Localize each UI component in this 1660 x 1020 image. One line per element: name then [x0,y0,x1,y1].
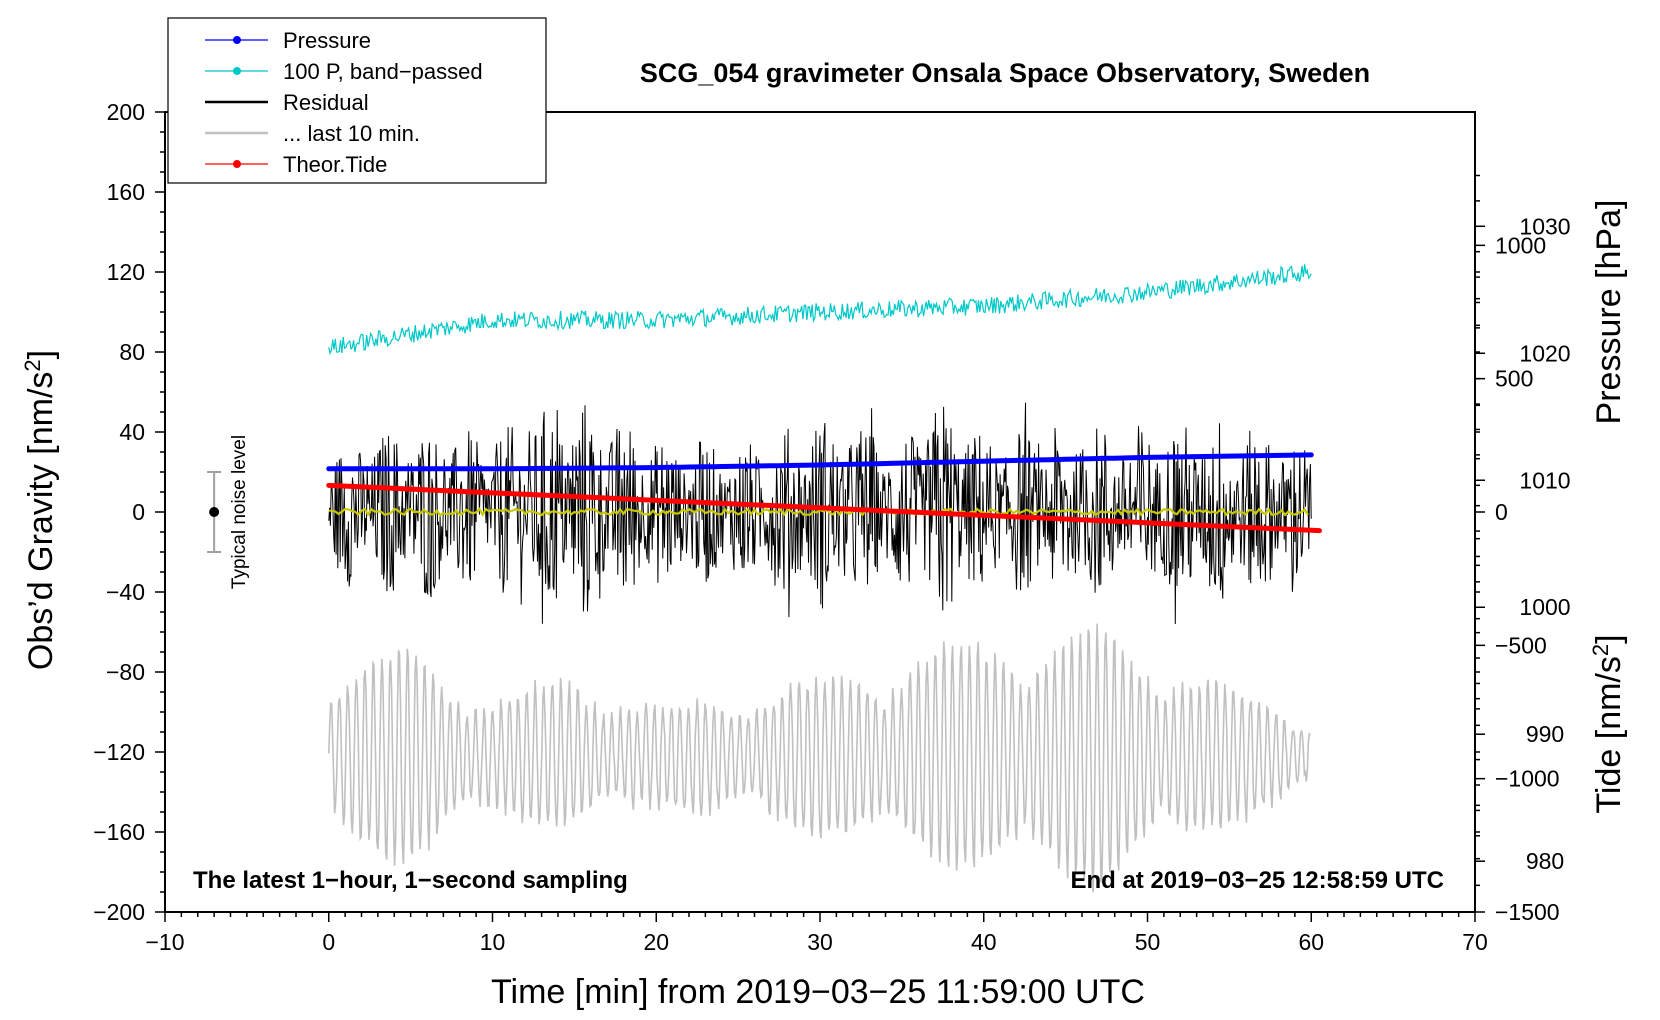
series-last-10-min [328,623,1311,893]
y-tick-label: −160 [93,819,145,845]
y-tick-label: −200 [93,899,145,925]
y-axis-title-tide: Tide [nm/s2] [1588,634,1629,813]
legend-label: Residual [283,90,369,115]
pressure-tick-label: 980 [1526,848,1564,874]
pressure-tick-label: 990 [1526,721,1564,747]
ticks-layer [155,111,1485,922]
y-tick-label: −120 [93,739,145,765]
tide-tick-label: −1500 [1495,899,1560,925]
legend-label: 100 P, band−passed [283,59,483,84]
y-tick-label: −40 [106,579,145,605]
legend-box [167,17,547,184]
y-tick-label: −80 [106,659,145,685]
y-axis-title-tide-close: ] [1590,634,1628,643]
annotation-sampling: The latest 1−hour, 1−second sampling [193,867,628,894]
x-tick-label: 50 [1135,929,1161,955]
x-tick-label: 10 [480,929,506,955]
y-axis-title-tide-sup: 2 [1588,644,1613,656]
series-theor-tide [326,482,1322,534]
noise-level-label: Typical noise level [229,435,250,589]
noise-level-indicator [207,471,222,553]
y-tick-label: 200 [107,99,145,125]
x-tick-label: 60 [1298,929,1324,955]
noise-center-dot [209,507,220,517]
y-axis-title-gravity: Obs’d Gravity [nm/s2] [20,350,61,670]
x-axis-title: Time [min] from 2019−03−25 11:59:00 UTC [491,973,1145,1011]
series-band-passed-pressure [328,264,1312,356]
legend: Pressure 100 P, band−passed Residual ... la… [167,17,547,184]
tide-tick-label: −1000 [1495,766,1560,792]
series-residual [328,402,1312,625]
legend-label: Pressure [283,28,371,53]
pressure-tick-label: 1020 [1519,340,1570,366]
tide-tick-label: 500 [1495,366,1533,392]
y-tick-label: 0 [132,499,145,525]
y-tick-label: 120 [107,259,145,285]
x-tick-label: 0 [322,929,335,955]
series-residual-mean [328,507,1309,517]
tide-tick-label: 1000 [1495,232,1546,258]
y-tick-label: 40 [119,419,145,445]
y-axis-title-tide-main: Tide [nm/s [1590,656,1628,813]
pressure-tick-label: 1000 [1519,594,1570,620]
legend-marker [233,160,241,168]
y-axis-title-gravity-sup: 2 [20,359,45,371]
legend-label: Theor.Tide [283,152,387,177]
y-tick-label: 80 [119,339,145,365]
y-tick-label: 160 [107,179,145,205]
chart-title: SCG_054 gravimeter Onsala Space Observat… [640,58,1370,88]
x-tick-label: 20 [643,929,669,955]
pressure-tick-label: 1010 [1519,467,1570,493]
labels-layer: −10 0 10 20 30 40 50 60 7020016012080400−40−80−1… [93,99,1570,955]
pressure-tick-label: 1030 [1519,213,1570,239]
data-layer [326,264,1322,893]
x-tick-label: 70 [1462,929,1488,955]
annotation-end-time: End at 2019−03−25 12:58:59 UTC [1070,867,1444,894]
y-axis-title-pressure: Pressure [hPa] [1590,200,1628,425]
x-tick-label: 40 [971,929,997,955]
tide-tick-label: −500 [1495,632,1547,658]
y-axis-title-gravity-close: ] [22,350,60,359]
legend-marker [233,36,241,44]
x-tick-label: 30 [807,929,833,955]
tide-tick-label: 0 [1495,499,1508,525]
legend-label: ... last 10 min. [283,121,420,146]
legend-marker [233,67,241,75]
series-pressure [326,452,1314,472]
x-tick-label: −10 [145,929,184,955]
y-axis-title-gravity-main: Obs’d Gravity [nm/s [22,372,60,671]
